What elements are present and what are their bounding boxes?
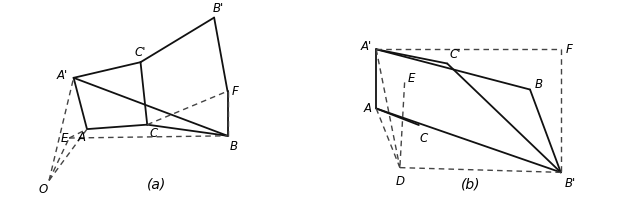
Text: C': C'	[135, 46, 146, 59]
Text: C: C	[419, 132, 428, 145]
Text: (a): (a)	[147, 178, 166, 191]
Text: B: B	[229, 140, 238, 153]
Text: (b): (b)	[461, 177, 481, 191]
Text: B: B	[535, 78, 543, 91]
Text: E: E	[61, 131, 68, 145]
Text: A: A	[78, 131, 86, 144]
Text: A: A	[364, 102, 371, 115]
Text: C': C'	[450, 48, 461, 61]
Text: B': B'	[213, 2, 224, 15]
Text: B': B'	[564, 177, 576, 190]
Text: A': A'	[361, 40, 371, 53]
Text: O: O	[39, 183, 48, 196]
Text: A': A'	[57, 69, 68, 82]
Text: F: F	[566, 43, 572, 56]
Text: C: C	[149, 127, 158, 140]
Text: E: E	[408, 72, 416, 85]
Text: F: F	[232, 85, 239, 98]
Text: D: D	[396, 175, 404, 188]
